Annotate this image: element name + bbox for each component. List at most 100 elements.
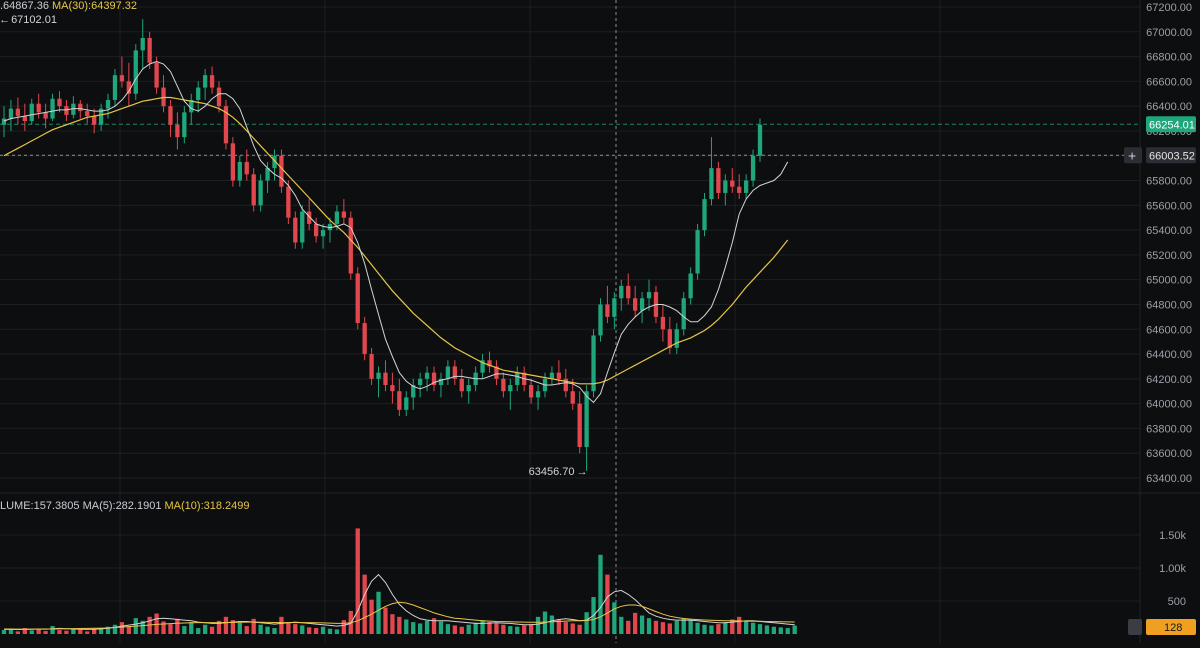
crosshair-plus-button[interactable] (1124, 147, 1142, 164)
candle-body (716, 168, 721, 193)
candle-body (660, 316, 666, 330)
volume-bar (723, 622, 728, 634)
volume-bar (660, 622, 666, 634)
candle (161, 75, 166, 113)
volume-ma10-line (4, 601, 795, 630)
volume-tick-label: 500 (1168, 596, 1186, 608)
candle (688, 267, 693, 305)
candle-body (556, 372, 562, 379)
candle-body (743, 180, 749, 193)
price-tick-label: 64600.00 (1146, 324, 1192, 336)
candle-body (209, 75, 215, 88)
candle-body (112, 75, 118, 100)
price-ma-legend: .64867.36 MA(30):64397.32 (0, 0, 137, 12)
candle (757, 118, 763, 162)
candle-body (272, 155, 277, 169)
volume-bar (279, 616, 284, 634)
volume-settings-button[interactable] (1128, 619, 1142, 635)
candle-body (286, 186, 291, 218)
volume-bar (528, 624, 534, 634)
candle (674, 323, 679, 355)
candle (57, 91, 62, 113)
candle (743, 174, 749, 200)
volume-bar (570, 623, 575, 634)
candle-body (216, 87, 222, 107)
candle (362, 316, 367, 361)
volume-bar (466, 624, 471, 634)
volume-bar (605, 574, 610, 634)
volume-bar (681, 618, 686, 634)
candle-body (702, 199, 707, 231)
price-tick-label: 65400.00 (1146, 225, 1192, 237)
candle (730, 168, 735, 193)
candle (667, 316, 672, 355)
candle (563, 368, 568, 398)
candle-body (92, 116, 97, 125)
price-axis[interactable]: 67200.00 67000.00 66800.00 66600.00 66400.00… (1146, 2, 1192, 485)
volume-value-legend: LUME:157.3805 (0, 500, 80, 512)
candle (639, 292, 645, 324)
candle (244, 149, 249, 181)
volume-bar (209, 626, 215, 634)
volume-bar (633, 612, 638, 634)
candle (182, 106, 187, 144)
candle (487, 351, 492, 373)
candle (619, 279, 624, 311)
volume-bar (535, 616, 541, 634)
candle-body (681, 298, 686, 330)
crosshair-plus-icon[interactable]: + (1128, 147, 1136, 163)
candle-body (230, 143, 236, 181)
candle-body (369, 354, 374, 379)
candle-body (612, 298, 617, 317)
high-price-annotation: 67102.01 (11, 14, 57, 26)
candle (105, 93, 111, 119)
candle (633, 285, 638, 317)
volume-bar (494, 623, 499, 634)
candle (549, 366, 555, 386)
candle-body (598, 304, 603, 336)
volume-bar (598, 554, 603, 634)
candle (515, 366, 520, 392)
candle (126, 62, 131, 107)
candle (716, 161, 721, 200)
candle (424, 366, 430, 392)
candle (556, 360, 562, 386)
volume-bar (417, 623, 423, 634)
candle-body (417, 378, 423, 386)
candle (528, 378, 534, 404)
candle (383, 360, 388, 392)
candle (431, 366, 437, 392)
candle-body (341, 211, 347, 218)
candle (737, 174, 742, 200)
price-tick-label: 65200.00 (1146, 250, 1192, 262)
candle-body (619, 285, 624, 299)
candle (445, 360, 451, 386)
candle-body (605, 304, 610, 317)
volume-ma5-line (4, 573, 795, 631)
volume-bar (50, 626, 55, 634)
volume-bar (390, 614, 395, 634)
volume-axis[interactable]: 1.50k 1.00k 500 (1159, 530, 1186, 608)
candle-body (411, 385, 416, 398)
volume-bar (487, 622, 492, 634)
volume-bar (508, 626, 513, 634)
candle-body (119, 75, 125, 82)
candle-body (459, 378, 464, 392)
volume-bar (743, 620, 749, 634)
candle (8, 99, 14, 131)
candle-body (667, 329, 672, 348)
current-price-tag-label: 66254.01 (1149, 119, 1195, 131)
volume-bar (445, 624, 451, 634)
candle-body (251, 174, 256, 206)
volume-bar (549, 615, 555, 634)
volume-bar (362, 574, 367, 634)
volume-bar (22, 628, 27, 634)
volume-bar (119, 622, 125, 634)
candle (154, 56, 159, 94)
candle (265, 161, 270, 193)
volume-bar (646, 618, 652, 634)
price-tick-label: 64000.00 (1146, 399, 1192, 411)
candle-body (327, 223, 333, 231)
